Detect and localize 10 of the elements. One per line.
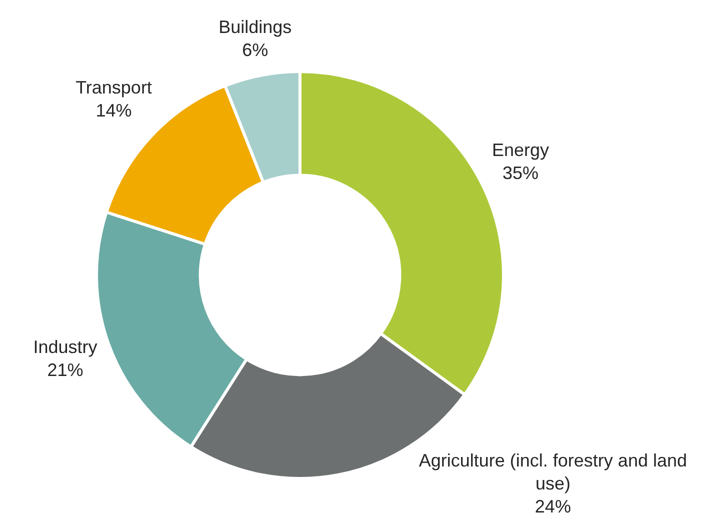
slice-label: Transport	[76, 78, 152, 98]
data-label: 14%	[96, 100, 132, 121]
data-label: 21%	[47, 360, 84, 380]
data-label: 6%	[242, 40, 268, 60]
slice-label: Buildings	[218, 17, 292, 38]
data-label: 35%	[502, 163, 539, 184]
slice-label: Industry	[33, 336, 98, 357]
slice-label: Energy	[492, 140, 550, 160]
slice-label: Agriculture (incl. forestry and land use)	[418, 450, 687, 494]
data-label: 24%	[534, 496, 571, 516]
